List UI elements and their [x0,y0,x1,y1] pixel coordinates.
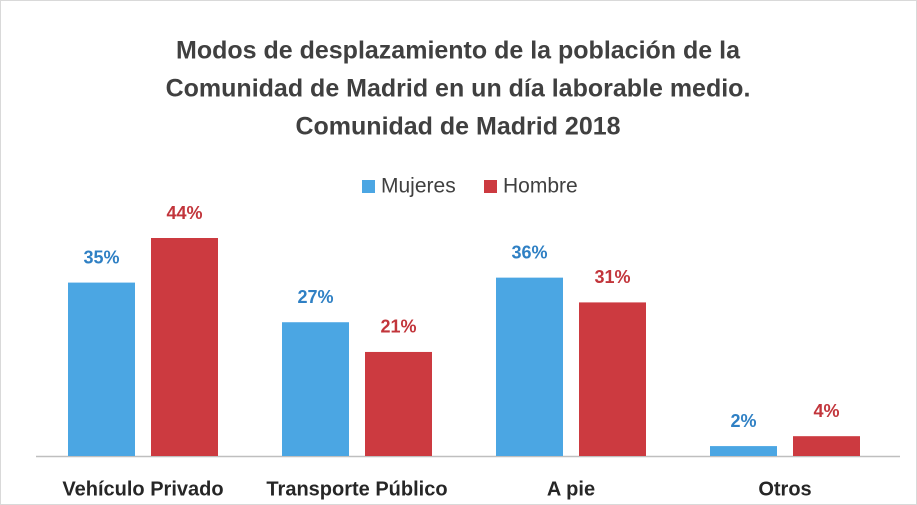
bar [282,322,349,456]
x-tick-label: Otros [758,478,811,500]
bar [793,436,860,456]
data-label: 2% [730,411,756,431]
bar [68,282,135,456]
chart-title: Modos de desplazamiento de la población … [176,37,741,65]
legend-swatch [484,180,497,193]
data-label: 21% [380,317,416,337]
data-label: 4% [813,401,839,421]
bar [151,238,218,456]
legend-label: Mujeres [381,175,456,198]
data-label: 27% [297,287,333,307]
bar [710,446,777,456]
chart-title: Comunidad de Madrid en un día laborable … [166,75,751,103]
x-tick-label: A pie [547,478,595,500]
x-tick-label: Transporte Público [266,478,447,500]
bar [579,302,646,456]
data-label: 35% [83,247,119,267]
chart-title: Comunidad de Madrid 2018 [295,113,620,141]
x-tick-label: Vehículo Privado [62,478,223,500]
legend-swatch [362,180,375,193]
bar [365,351,432,456]
data-label: 44% [166,203,202,223]
legend-label: Hombre [503,175,578,198]
data-label: 36% [511,242,547,262]
bar [496,277,563,456]
data-label: 31% [594,267,630,287]
